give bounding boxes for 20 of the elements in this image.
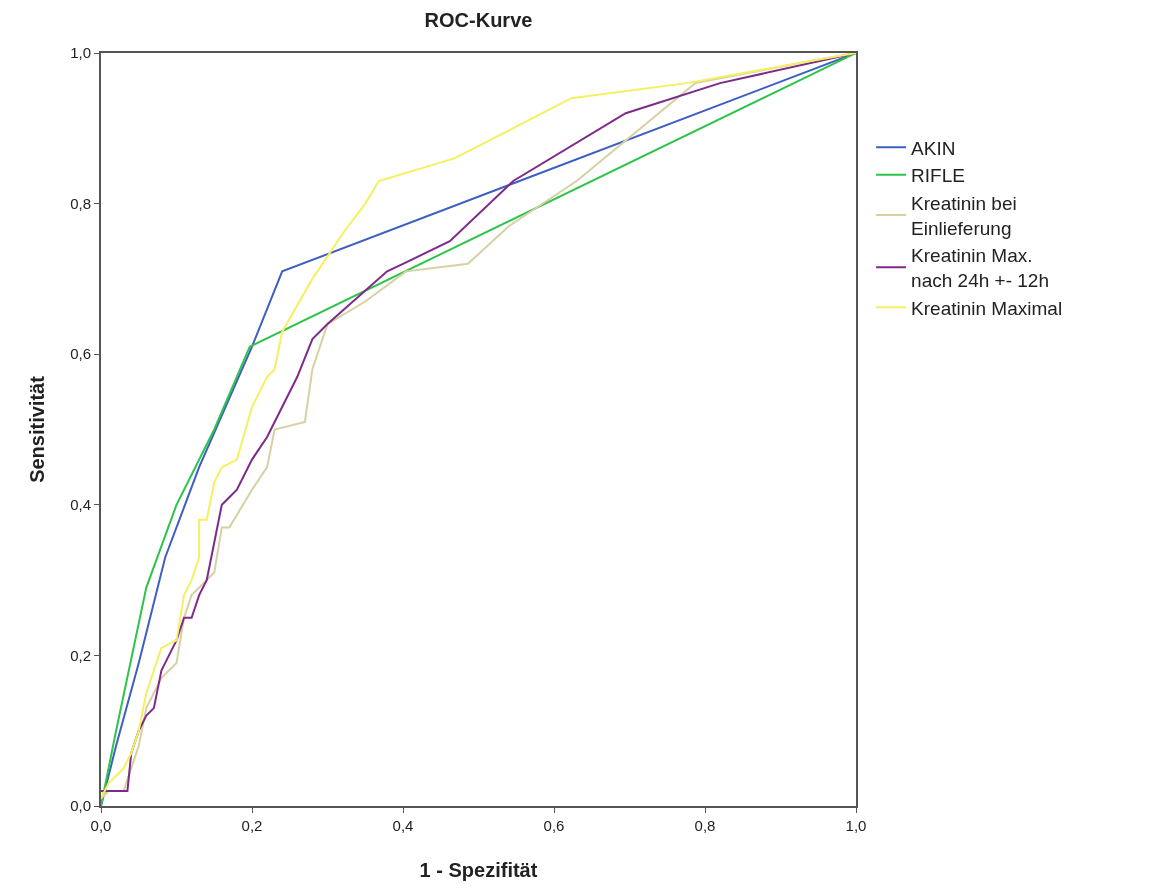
y-tick-label: 1,0	[70, 44, 91, 62]
legend-label: Kreatinin Maximal	[911, 297, 1063, 319]
chart-title: ROC-Kurve	[424, 9, 533, 32]
x-axis-title: 1 - Spezifität	[419, 859, 538, 881]
y-tick-label: 0,6	[70, 345, 91, 363]
legend-label: Kreatinin Max. nach 24h +- 12h	[911, 245, 1049, 292]
x-tick-label: 0,2	[241, 817, 263, 834]
legend-label: AKIN	[911, 137, 956, 159]
x-tick-label: 0,6	[543, 817, 565, 834]
y-tick-label: 0,2	[70, 646, 91, 664]
x-tick-label: 0,4	[392, 817, 414, 834]
y-tick-label: 0,4	[70, 496, 91, 514]
x-tick-label: 0,8	[694, 817, 716, 834]
y-tick-label: 0,8	[70, 194, 91, 212]
x-tick-label: 1,0	[845, 817, 867, 834]
legend-label: RIFLE	[911, 165, 965, 187]
y-axis-title: Sensitivität	[26, 375, 49, 483]
x-tick-label: 0,0	[90, 817, 112, 834]
y-tick-label: 0,0	[70, 797, 91, 815]
legend-label: Kreatinin bei Einlieferung	[911, 192, 1017, 239]
